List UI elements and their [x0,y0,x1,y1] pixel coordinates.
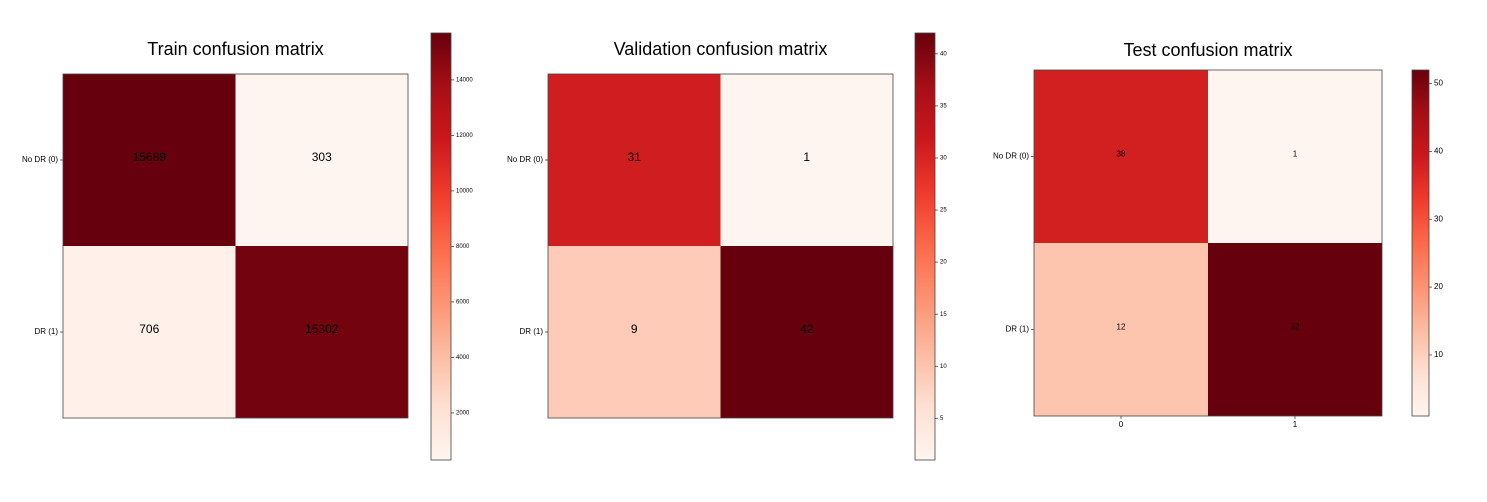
heatmap-cell [548,74,721,246]
heatmap-cell [720,74,893,246]
colorbar-tick-label: 6000 [456,299,470,305]
heatmap-frame [547,73,894,419]
colorbar-tick-label: 2000 [456,410,470,416]
colorbar [1411,69,1430,417]
cell-value-label: 706 [139,322,159,336]
colorbar-tick-label: 10 [1434,350,1443,359]
heatmap-cell [235,74,408,246]
colorbar-tick-label: 40 [1434,147,1443,156]
confusion-matrix-panel-0: Train confusion matrix 15689 303 706 15302 No… [22,32,473,461]
heatmap-cell [548,246,721,418]
colorbar-tick-label: 12000 [456,133,473,139]
colorbar-tick-label: 35 [940,103,947,109]
y-tick-label: No DR (0) [22,155,58,164]
heatmap-cell [235,246,408,418]
heatmap-cell [1034,70,1208,243]
cell-value-label: 52 [1291,323,1300,332]
cell-value-label: 303 [312,150,332,164]
cell-value-label: 15689 [133,150,167,164]
colorbar [914,32,936,461]
cell-value-label: 42 [800,322,814,336]
colorbar-tick-label: 10 [940,364,947,370]
heatmap-cell [1208,70,1382,243]
heatmap-frame [1033,69,1383,417]
colorbar-tick-label: 25 [940,208,947,214]
y-tick-label: DR (1) [519,327,543,336]
colorbar-tick-label: 30 [940,156,947,162]
chart-title: Train confusion matrix [147,39,323,59]
colorbar [430,32,452,461]
colorbar-tick-label: 5 [940,416,944,422]
cell-value-label: 1 [1293,150,1298,159]
colorbar-tick-label: 14000 [456,77,473,83]
y-tick-label: No DR (0) [993,152,1029,161]
heatmap-cell [1208,243,1382,416]
colorbar-tick-label: 20 [940,260,947,266]
heatmap-cell [63,246,236,418]
confusion-matrix-panel-1: Validation confusion matrix 31 1 9 42 No DR (… [507,32,947,461]
heatmap-frame [62,73,409,419]
heatmap-cell [63,74,236,246]
chart-title: Test confusion matrix [1123,40,1292,60]
y-tick-label: DR (1) [34,327,58,336]
cell-value-label: 15302 [305,322,339,336]
colorbar-tick-label: 30 [1434,214,1443,223]
chart-title: Validation confusion matrix [614,39,828,59]
cell-value-label: 9 [631,322,638,336]
y-tick-label: No DR (0) [507,155,543,164]
colorbar-tick-label: 15 [940,312,947,318]
cell-value-label: 31 [628,150,642,164]
heatmap-cell [1034,243,1208,416]
cell-value-label: 38 [1117,150,1126,159]
colorbar-tick-label: 20 [1434,282,1443,291]
y-tick-label: DR (1) [1005,325,1029,334]
x-tick-label: 0 [1119,420,1124,429]
cell-value-label: 12 [1117,323,1126,332]
colorbar-tick-label: 10000 [456,188,473,194]
colorbar-tick-label: 40 [940,51,947,57]
heatmap-cell [720,246,893,418]
colorbar-tick-label: 8000 [456,244,470,250]
cell-value-label: 1 [803,150,810,164]
x-tick-label: 1 [1293,420,1298,429]
colorbar-tick-label: 4000 [456,355,470,361]
confusion-matrix-panel-2: Test confusion matrix 38 1 12 52 No DR (0) DR … [993,40,1443,429]
colorbar-tick-label: 50 [1434,79,1443,88]
